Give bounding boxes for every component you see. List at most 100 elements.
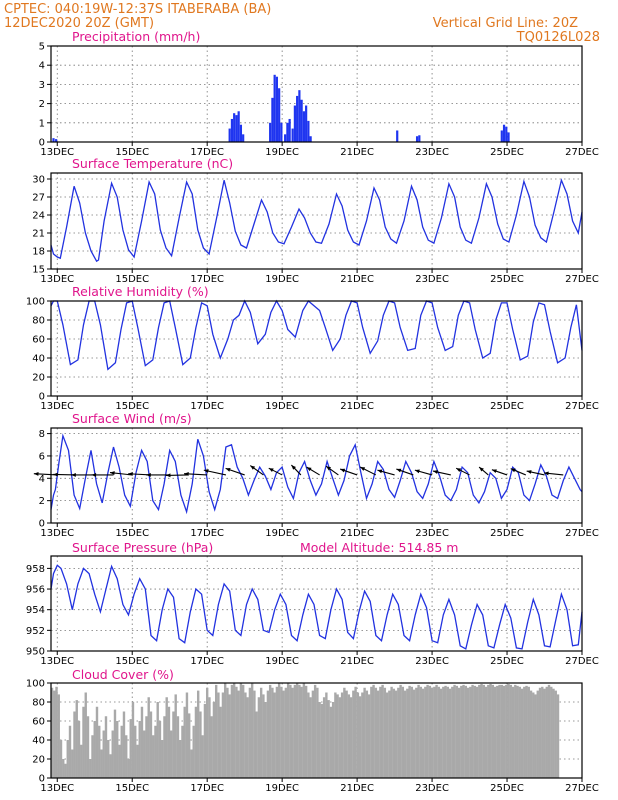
cloud-bar	[385, 692, 389, 778]
cloud-ytick-label: 60	[32, 717, 45, 728]
cloud-bar	[136, 744, 139, 778]
cloud-bar	[107, 740, 110, 778]
cloud-bar	[152, 735, 155, 778]
cloud-bar	[235, 686, 238, 778]
cloud-bar	[352, 690, 355, 778]
temp-ytick-label: 15	[32, 265, 45, 276]
cloud-bar	[196, 690, 200, 778]
cloud-bar	[349, 697, 353, 778]
pres-xtick-label: 13DEC	[40, 656, 74, 667]
precip-ytick-label: 1	[39, 118, 45, 129]
cloud-bar	[448, 688, 452, 778]
wind-arrow-head	[340, 468, 346, 473]
cloud-frame	[50, 682, 583, 779]
wind-arrow-head	[225, 468, 231, 472]
wind-ytick-label: 8	[39, 429, 45, 440]
cloud-xtick-label: 23DEC	[415, 783, 449, 794]
cloud-bar	[507, 683, 510, 778]
cloud-bar	[347, 694, 351, 778]
wind-xtick-label: 17DEC	[190, 528, 224, 539]
cloud-bar	[356, 692, 360, 778]
cloud-bar	[262, 694, 265, 778]
wind-arrow-head	[306, 467, 312, 472]
precip-bar	[298, 90, 301, 142]
cloud-bar	[439, 688, 443, 778]
cloud-bar	[547, 684, 551, 778]
cloud-bar	[212, 702, 216, 778]
header-run-time: 12DEC2020 20Z (GMT)	[4, 16, 154, 31]
rh-xtick-label: 19DEC	[265, 401, 299, 412]
temp-ytick-label: 21	[32, 229, 45, 240]
cloud-bar	[496, 685, 499, 778]
temp-ytick-label: 30	[32, 175, 45, 186]
cloud-bar	[511, 686, 515, 778]
cloud-bar	[116, 721, 119, 778]
cloud-bar	[183, 706, 186, 778]
wind-arrow-head	[128, 472, 133, 476]
cloud-bar	[176, 716, 180, 778]
cloud-bar	[219, 706, 222, 778]
cloud-bar	[98, 725, 101, 778]
cloud-bar	[408, 685, 411, 778]
cloud-bar	[455, 685, 459, 778]
pres-ytick-label: 952	[26, 626, 45, 637]
temp-xtick-label: 27DEC	[565, 274, 599, 285]
cloud-bar	[410, 686, 414, 778]
header-grid-line: Vertical Grid Line: 20Z	[433, 16, 578, 31]
cloud-bar	[192, 725, 195, 778]
cloud-bar	[129, 719, 132, 778]
cloud-bar	[433, 686, 436, 778]
wind-xtick-label: 13DEC	[40, 528, 74, 539]
cloud-bar	[273, 692, 276, 778]
cloud-bar	[343, 687, 346, 778]
precip-xtick-label: 23DEC	[415, 147, 449, 158]
cloud-bar	[363, 687, 366, 778]
cloud-ytick-label: 40	[32, 736, 45, 747]
cloud-bar	[71, 749, 74, 778]
cloud-bar	[336, 694, 339, 778]
cloud-bar	[529, 690, 533, 778]
cloud-bar	[57, 694, 60, 778]
cloud-bar	[457, 687, 461, 778]
cloud-bar	[338, 697, 342, 778]
pres-ytick-label: 956	[26, 585, 45, 596]
cloud-bar	[214, 684, 218, 778]
cloud-bar	[75, 700, 78, 778]
cloud-bar	[55, 686, 58, 778]
cloud-bar	[223, 683, 227, 778]
cloud-bar	[401, 686, 405, 778]
cloud-bar	[82, 706, 85, 778]
cloud-bar	[361, 692, 364, 778]
cloud-bar	[527, 686, 530, 778]
wind-arrow-head	[165, 473, 171, 478]
cloud-xtick-label: 15DEC	[115, 783, 149, 794]
precip-bar	[233, 113, 236, 142]
cloud-bar	[190, 749, 193, 778]
precip-bar	[507, 132, 510, 142]
cloud-bar	[134, 725, 137, 778]
cloud-xtick-label: 25DEC	[490, 783, 524, 794]
cloud-bar	[538, 687, 542, 778]
cloud-bar	[187, 713, 191, 778]
precip-ytick-label: 3	[39, 80, 45, 91]
precip-ytick-label: 2	[39, 99, 45, 110]
cloud-bar	[300, 686, 303, 778]
wind-series-line	[50, 433, 583, 515]
cloud-bar	[370, 686, 373, 778]
temp-xtick-label: 21DEC	[340, 274, 374, 285]
precip-ytick-label: 0	[39, 138, 45, 149]
cloud-bar	[131, 702, 135, 778]
cloud-xtick-label: 21DEC	[340, 783, 374, 794]
cloud-bar	[412, 689, 416, 778]
header-model: TQ0126L028	[516, 30, 600, 45]
cloud-bar	[282, 690, 285, 778]
cloud-bar	[145, 716, 148, 778]
rh-ytick-label: 60	[32, 335, 45, 346]
rh-xtick-label: 15DEC	[115, 401, 149, 412]
cloud-bar	[246, 697, 249, 778]
wind-arrow-head	[326, 466, 332, 471]
cloud-ytick-label: 20	[32, 755, 45, 766]
cloud-bar	[550, 686, 553, 778]
cloud-bar	[170, 730, 173, 778]
cloud-bar	[64, 763, 67, 778]
